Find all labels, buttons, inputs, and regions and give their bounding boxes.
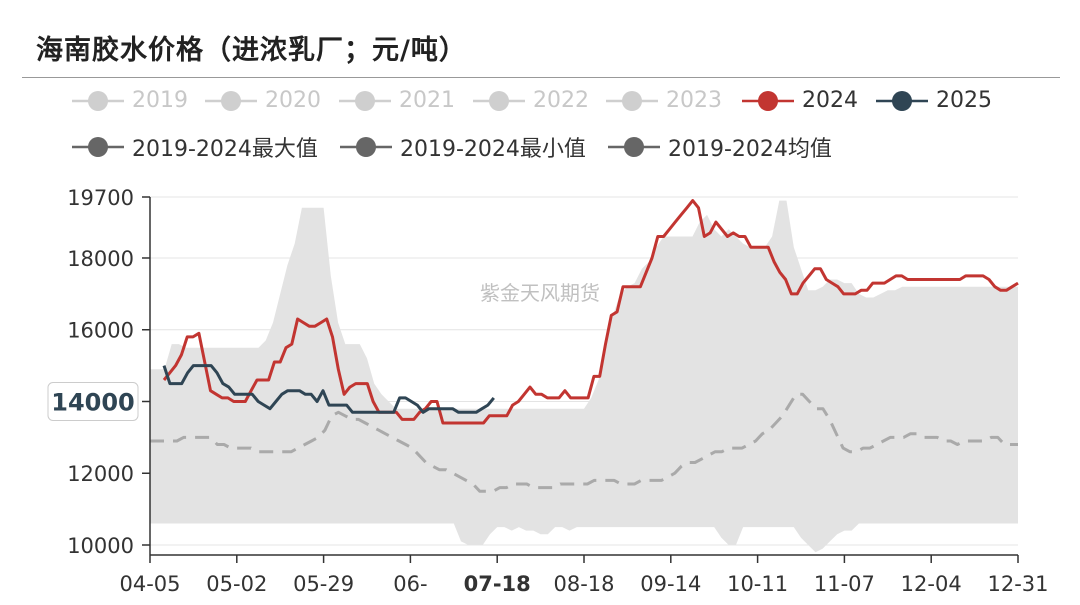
page-title: 海南胶水价格（进浓乳厂；元/吨） (36, 35, 467, 66)
y-tick-label: 10000 (67, 534, 134, 558)
x-tick-label: 09-14 (640, 572, 701, 596)
legend-label: 2019-2024最大值 (132, 137, 318, 162)
y-tick-label: 18000 (67, 247, 134, 271)
legend-label: 2020 (265, 88, 321, 113)
max-min-band (150, 200, 1018, 553)
legend-item-2019[interactable]: 2019 (72, 88, 188, 113)
legend: 2019 2020 2021 2022 2023 2024 2025 2019-2024最大值… (0, 82, 1080, 172)
legend-item-2022[interactable]: 2022 (473, 88, 589, 113)
legend-swatch-icon (606, 89, 658, 113)
legend-swatch-icon (340, 135, 392, 159)
series-line-2019-2024均值 (150, 392, 1018, 493)
legend-swatch-icon (876, 89, 928, 113)
legend-label: 2023 (666, 88, 722, 113)
legend-label: 2024 (802, 88, 858, 113)
legend-item-2020[interactable]: 2020 (205, 88, 321, 113)
y-highlight-box (47, 381, 139, 421)
x-tick-label: 06- (393, 572, 427, 596)
x-tick-label: 11-07 (814, 572, 875, 596)
x-tick-label: 07-18 (464, 572, 531, 596)
title-divider (22, 77, 1060, 78)
range-band (150, 200, 1018, 553)
watermark: 紫金天风期货 (480, 281, 600, 305)
legend-item-2021[interactable]: 2021 (339, 88, 455, 113)
y-tick-label: 12000 (67, 462, 134, 486)
x-tick-label: 05-02 (206, 572, 267, 596)
legend-item-2024[interactable]: 2024 (742, 88, 858, 113)
legend-item-2019-2024最大值[interactable]: 2019-2024最大值 (72, 131, 318, 163)
legend-item-2019-2024最小值[interactable]: 2019-2024最小值 (340, 131, 586, 163)
y-highlight-label: 14000 (51, 388, 135, 416)
legend-label: 2022 (533, 88, 589, 113)
legend-label: 2019-2024最小值 (400, 137, 586, 162)
legend-swatch-icon (742, 89, 794, 113)
legend-label: 2019-2024均值 (668, 137, 832, 162)
series-line-2025 (162, 364, 495, 414)
x-tick-label: 12-04 (901, 572, 962, 596)
y-tick-label: 19700 (67, 186, 134, 210)
x-tick-label: 10-11 (727, 572, 788, 596)
series-line-2024 (162, 199, 1019, 425)
legend-swatch-icon (339, 89, 391, 113)
legend-swatch-icon (205, 89, 257, 113)
legend-swatch-icon (473, 89, 525, 113)
legend-swatch-icon (608, 135, 660, 159)
x-tick-label: 04-05 (119, 572, 180, 596)
legend-swatch-icon (72, 89, 124, 113)
y-tick-label: 16000 (67, 319, 134, 343)
x-tick-label: 05-29 (293, 572, 354, 596)
legend-item-2023[interactable]: 2023 (606, 88, 722, 113)
x-tick-label: 12-31 (987, 572, 1048, 596)
legend-label: 2021 (399, 88, 455, 113)
legend-label: 2025 (936, 88, 992, 113)
legend-label: 2019 (132, 88, 188, 113)
axes: 10000 12000 16000 18000 19700 04-05 05-02 05-29… (47, 186, 1049, 596)
x-tick-label: 08-18 (553, 572, 614, 596)
legend-item-2019-2024均值[interactable]: 2019-2024均值 (608, 131, 832, 163)
legend-item-2025[interactable]: 2025 (876, 88, 992, 113)
legend-swatch-icon (72, 135, 124, 159)
series-lines (150, 199, 1019, 493)
